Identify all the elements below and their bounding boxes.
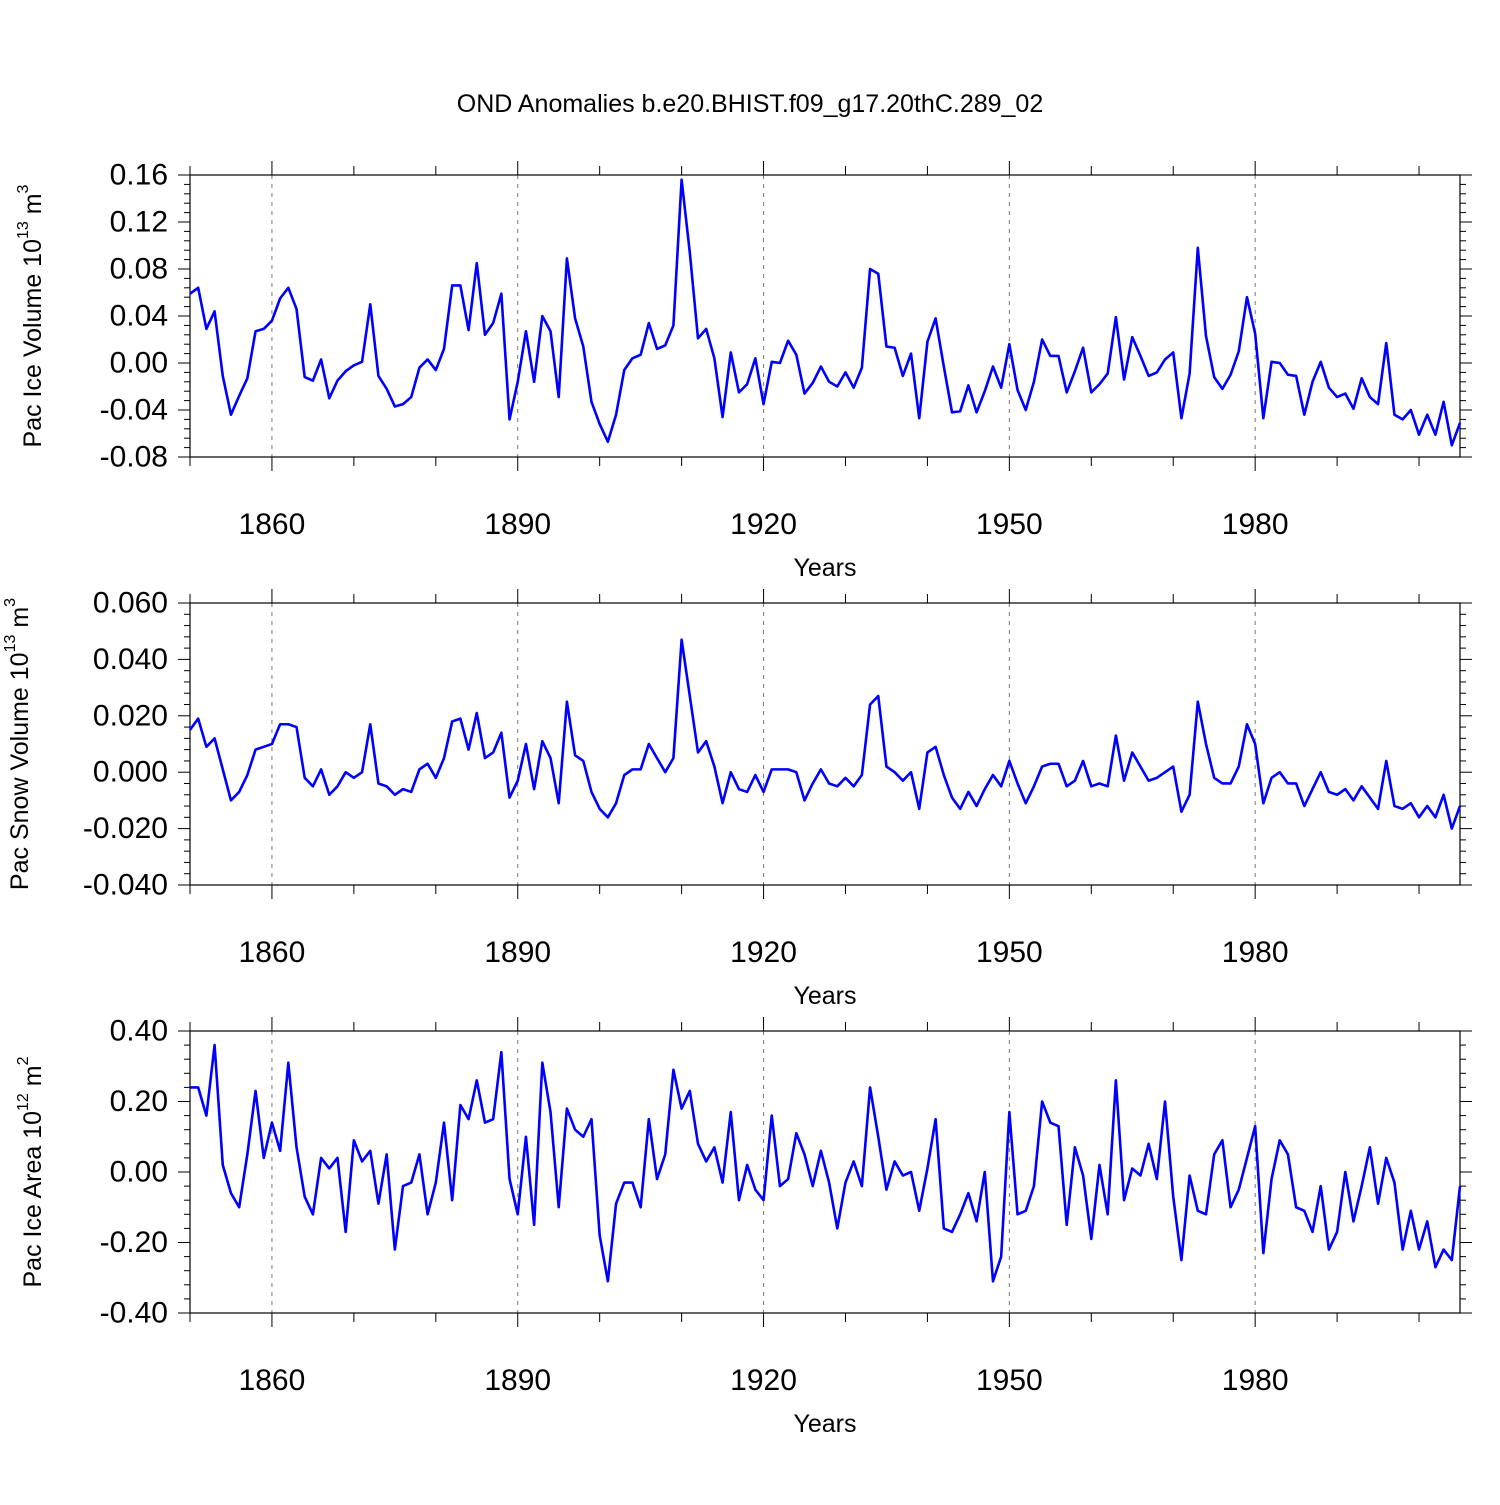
y-axis-label-exponent: 13 (2, 635, 19, 653)
x-axis-label: Years (793, 554, 856, 582)
x-tick-label: 1890 (484, 508, 551, 541)
x-tick-label: 1920 (730, 936, 797, 969)
plot-frame (189, 602, 1461, 886)
y-axis-label: Pac Ice Area 1012 m2 (15, 1056, 48, 1287)
y-tick-label: 0.40 (110, 1015, 168, 1048)
y-tick-label: 0.04 (110, 300, 168, 333)
y-tick-label: 0.16 (110, 159, 168, 192)
figure-title: OND Anomalies b.e20.BHIST.f09_g17.20thC.… (457, 90, 1044, 118)
y-tick-label: 0.00 (110, 347, 168, 380)
x-tick-label: 1890 (484, 1364, 551, 1397)
y-tick-label: -0.20 (100, 1226, 168, 1259)
snow-volume-panel: -0.040 -0.020 0.000 0.020 0.040 0.060 1860 1890… (2, 587, 1472, 1010)
y-tick-label: 0.20 (110, 1085, 168, 1118)
y-axis-label-unit: m (6, 607, 34, 635)
y-tick-label: 0.000 (93, 756, 168, 789)
x-tick-label: 1950 (976, 936, 1043, 969)
x-tick-label: 1860 (239, 508, 306, 541)
x-tick-label: 1920 (730, 1364, 797, 1397)
y-tick-label: -0.020 (83, 812, 168, 845)
x-tick-label: 1860 (239, 936, 306, 969)
y-axis-label-unit-exponent: 2 (15, 1056, 32, 1065)
plot-frame (189, 1030, 1461, 1314)
y-axis-label-text: Pac Ice Volume 10 (19, 239, 47, 447)
y-tick-label: 0.040 (93, 643, 168, 676)
y-axis-label-unit: m (19, 193, 47, 221)
x-tick-label: 1860 (239, 1364, 306, 1397)
y-tick-label: -0.04 (100, 394, 168, 427)
x-tick-label: 1980 (1222, 508, 1289, 541)
y-axis-label-text: Pac Snow Volume 10 (6, 652, 34, 890)
y-axis-label-unit: m (19, 1065, 47, 1093)
y-tick-label: -0.40 (100, 1297, 168, 1330)
x-tick-label: 1980 (1222, 936, 1289, 969)
y-tick-label: 0.00 (110, 1156, 168, 1189)
ice-volume-series-line (189, 178, 1462, 447)
ice-area-panel: -0.40 -0.20 0.00 0.20 0.40 1860 1890 1920 1950 19… (15, 1015, 1472, 1438)
y-axis-label: Pac Snow Volume 1013 m3 (2, 598, 35, 890)
y-tick-label: 0.060 (93, 587, 168, 620)
ice-area-series-line (190, 1043, 1462, 1283)
plot-frame (189, 174, 1461, 458)
y-axis-label-text: Pac Ice Area 10 (19, 1111, 47, 1288)
x-axis-label: Years (793, 1410, 856, 1438)
y-axis-label-unit-exponent: 3 (15, 184, 32, 193)
y-axis-label: Pac Ice Volume 1013 m3 (15, 184, 48, 447)
y-tick-label: -0.08 (100, 441, 168, 474)
y-axis-label-exponent: 12 (15, 1093, 32, 1111)
ice-volume-panel: -0.08 -0.04 0.00 0.04 0.08 0.12 0.16 1860 1890 19… (15, 159, 1472, 582)
x-tick-label: 1920 (730, 508, 797, 541)
y-tick-label: 0.020 (93, 699, 168, 732)
x-tick-label: 1890 (484, 936, 551, 969)
snow-volume-series-line (188, 638, 1462, 830)
y-tick-label: 0.12 (110, 206, 168, 239)
x-tick-label: 1950 (976, 508, 1043, 541)
y-tick-label: -0.040 (83, 869, 168, 902)
x-tick-label: 1980 (1222, 1364, 1289, 1397)
x-tick-label: 1950 (976, 1364, 1043, 1397)
y-axis-label-unit-exponent: 3 (2, 598, 19, 607)
y-axis-label-exponent: 13 (15, 221, 32, 239)
x-axis-label: Years (793, 982, 856, 1010)
y-tick-label: 0.08 (110, 253, 168, 286)
